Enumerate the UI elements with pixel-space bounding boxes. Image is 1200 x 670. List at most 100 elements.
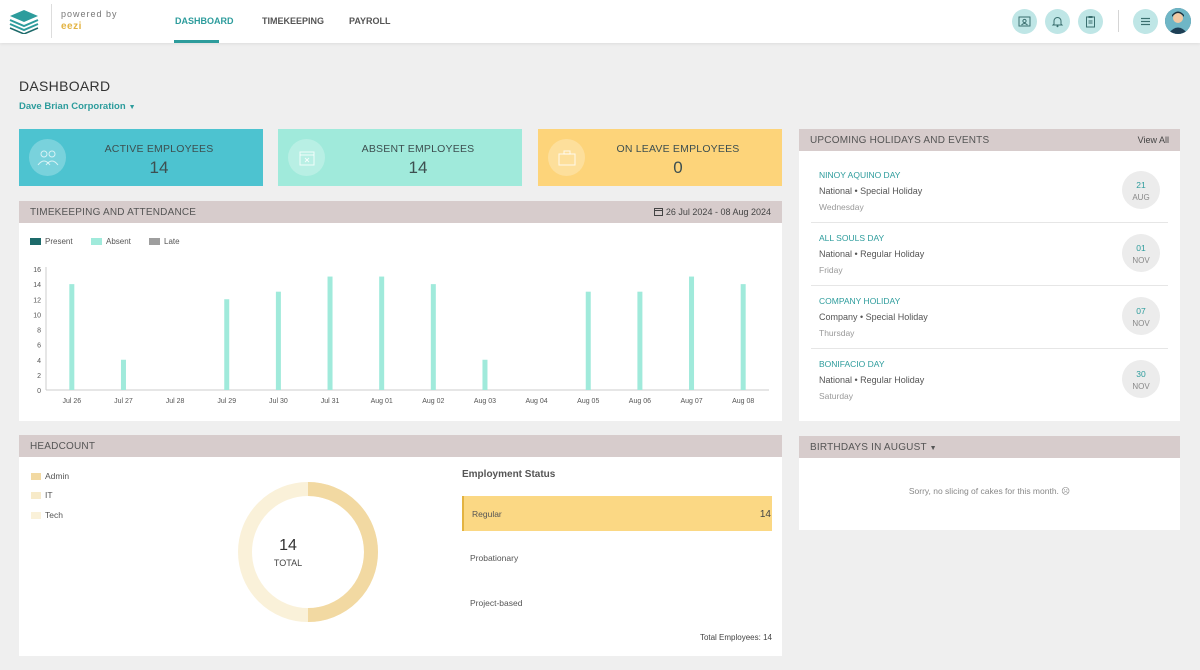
brand-name: eezi — [61, 21, 82, 32]
y-tick-label: 16 — [33, 267, 41, 274]
legend-absent[interactable]: Absent — [91, 237, 131, 246]
stat-label: ON LEAVE EMPLOYEES — [616, 143, 740, 155]
holiday-weekday: Saturday — [819, 391, 854, 401]
calendar-icon — [654, 207, 666, 217]
view-all-link[interactable]: View All — [1137, 135, 1169, 145]
total-employees-value: 14 — [763, 633, 772, 642]
menu-icon[interactable] — [1133, 9, 1158, 34]
donut-segment-admin[interactable] — [307, 482, 378, 622]
total-employees: Total Employees: 14 — [560, 633, 772, 642]
bar-absent[interactable] — [482, 359, 488, 390]
brand-divider — [51, 4, 52, 38]
nav-timekeeping[interactable]: TIMEKEEPING — [262, 16, 325, 26]
company-name: Dave Brian Corporation — [19, 101, 126, 112]
headcount-panel: HEADCOUNT Admin IT Tech — [19, 435, 782, 656]
x-tick-label: Jul 28 — [166, 398, 185, 405]
x-tick-label: Aug 01 — [371, 398, 393, 405]
top-navigation-bar: powered by eezi DASHBOARD TIMEKEEPING PA… — [0, 0, 1200, 43]
timekeeping-panel-header: TIMEKEEPING AND ATTENDANCE 26 Jul 2024 -… — [19, 201, 782, 223]
bar-absent[interactable] — [69, 284, 75, 390]
legend-swatch — [149, 238, 160, 245]
holiday-type: National • Regular Holiday — [819, 375, 925, 385]
holiday-day: 01 — [1136, 243, 1146, 253]
employment-row-probationary[interactable]: Probationary — [462, 540, 772, 575]
x-tick-label: Jul 31 — [321, 398, 340, 405]
holiday-weekday: Thursday — [819, 328, 855, 338]
employment-row-project-based[interactable]: Project-based — [462, 585, 772, 620]
legend-swatch — [31, 492, 41, 499]
headcount-legend-it[interactable]: IT — [31, 490, 53, 500]
birthdays-panel-header: BIRTHDAYS IN AUGUST ▼ — [799, 436, 1180, 458]
bell-icon[interactable] — [1045, 9, 1070, 34]
date-range[interactable]: 26 Jul 2024 - 08 Aug 2024 — [654, 207, 771, 217]
x-tick-label: Aug 07 — [680, 398, 702, 405]
holiday-type: National • Special Holiday — [819, 186, 923, 196]
birthdays-title[interactable]: BIRTHDAYS IN AUGUST ▼ — [810, 442, 937, 453]
holiday-item[interactable]: BONIFACIO DAY National • Regular Holiday… — [811, 349, 1168, 412]
y-tick-label: 0 — [37, 388, 41, 395]
x-tick-label: Aug 02 — [422, 398, 444, 405]
bar-absent[interactable] — [689, 276, 695, 390]
bar-absent[interactable] — [740, 284, 746, 390]
user-avatar[interactable] — [1165, 8, 1191, 34]
date-range-text: 26 Jul 2024 - 08 Aug 2024 — [665, 207, 771, 217]
stat-label: ACTIVE EMPLOYEES — [104, 143, 214, 155]
clipboard-icon[interactable] — [1078, 9, 1103, 34]
x-tick-label: Aug 08 — [732, 398, 754, 405]
legend-label: Admin — [45, 471, 70, 481]
absent-employees-card[interactable]: ABSENT EMPLOYEES 14 — [278, 129, 522, 186]
legend-label: Late — [164, 237, 180, 246]
holiday-name: COMPANY HOLIDAY — [819, 296, 901, 306]
legend-label: Tech — [45, 510, 63, 520]
holiday-item[interactable]: ALL SOULS DAY National • Regular Holiday… — [811, 223, 1168, 286]
legend-swatch — [31, 512, 41, 519]
y-tick-label: 12 — [33, 297, 41, 304]
company-selector[interactable]: Dave Brian Corporation ▼ — [19, 101, 136, 112]
on-leave-employees-card[interactable]: ON LEAVE EMPLOYEES 0 — [538, 129, 782, 186]
y-tick-label: 4 — [37, 358, 41, 365]
headcount-donut-chart — [238, 482, 378, 622]
holiday-weekday: Wednesday — [819, 202, 864, 212]
nav-dashboard[interactable]: DASHBOARD — [175, 16, 234, 26]
calendar-x-icon — [288, 139, 325, 176]
employment-row-regular[interactable]: Regular 14 — [462, 496, 772, 531]
legend-label: Present — [45, 237, 73, 246]
bar-absent[interactable] — [275, 291, 281, 390]
id-card-icon[interactable] — [1012, 9, 1037, 34]
holiday-day: 30 — [1136, 369, 1146, 379]
active-employees-card[interactable]: ACTIVE EMPLOYEES 14 — [19, 129, 263, 186]
employment-label: Regular — [472, 509, 502, 519]
birthdays-empty-message: Sorry, no slicing of cakes for this mont… — [908, 486, 1071, 496]
holidays-panel: UPCOMING HOLIDAYS AND EVENTS View All NI… — [799, 129, 1180, 421]
bar-absent[interactable] — [120, 359, 126, 390]
legend-late[interactable]: Late — [149, 237, 180, 246]
holiday-date-badge: 07 NOV — [1122, 297, 1160, 335]
headcount-title: HEADCOUNT — [30, 441, 96, 452]
holiday-month: NOV — [1132, 256, 1150, 265]
x-tick-label: Jul 27 — [114, 398, 133, 405]
legend-swatch — [91, 238, 102, 245]
bar-absent[interactable] — [637, 291, 643, 390]
headcount-legend-tech[interactable]: Tech — [31, 510, 63, 520]
holidays-panel-header: UPCOMING HOLIDAYS AND EVENTS View All — [799, 129, 1180, 151]
bar-absent[interactable] — [379, 276, 385, 390]
nav-payroll[interactable]: PAYROLL — [349, 16, 391, 26]
attendance-bar-chart: 0 2 4 6 8 10 12 14 16 Jul 26 Jul 27 Jul 28 Jul 29 Jul… — [33, 267, 769, 405]
headcount-legend-admin[interactable]: Admin — [31, 471, 69, 481]
holiday-item[interactable]: NINOY AQUINO DAY National • Special Holi… — [811, 160, 1168, 223]
legend-present[interactable]: Present — [30, 237, 73, 246]
y-tick-label: 14 — [33, 282, 41, 289]
page-title: DASHBOARD — [19, 78, 111, 94]
eezi-logo-icon[interactable] — [8, 8, 40, 34]
legend-swatch — [31, 473, 41, 480]
holiday-month: AUG — [1132, 193, 1150, 202]
x-tick-label: Aug 06 — [629, 398, 651, 405]
x-tick-label: Aug 04 — [526, 398, 548, 405]
bar-absent[interactable] — [430, 284, 436, 390]
bar-absent[interactable] — [327, 276, 333, 390]
bar-absent[interactable] — [585, 291, 591, 390]
holiday-name: BONIFACIO DAY — [819, 359, 885, 369]
holiday-item[interactable]: COMPANY HOLIDAY Company • Special Holida… — [811, 286, 1168, 349]
x-tick-label: Aug 05 — [577, 398, 599, 405]
bar-absent[interactable] — [224, 299, 230, 390]
